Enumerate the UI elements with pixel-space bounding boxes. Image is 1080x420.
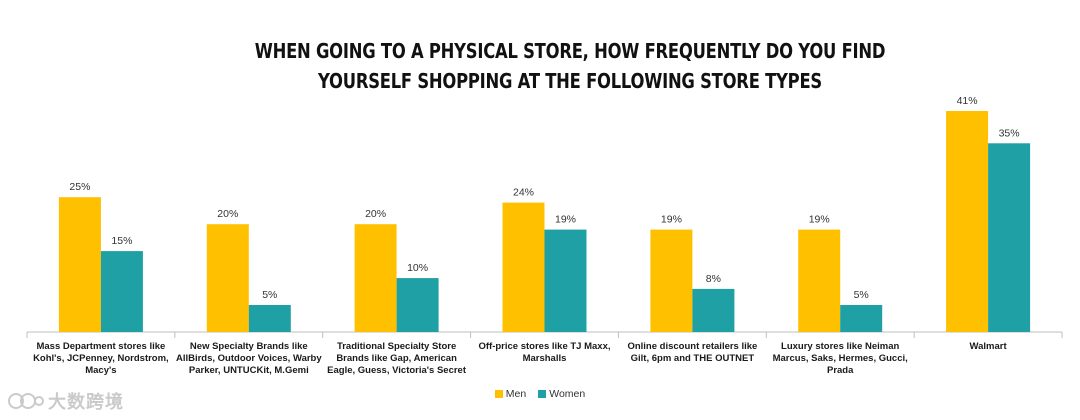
data-label-women-3: 19%	[555, 214, 576, 226]
bar-women-2	[396, 278, 439, 332]
bar-women-5	[840, 305, 883, 332]
bar-women-4	[692, 288, 735, 332]
data-label-men-3: 24%	[513, 187, 534, 199]
data-label-women-6: 35%	[999, 127, 1020, 139]
category-label-6: Walmart	[969, 341, 1007, 352]
category-label-0: Mass Department stores like Kohl's, JCPe…	[33, 341, 169, 376]
bar-men-4	[650, 229, 693, 332]
data-label-men-1: 20%	[217, 208, 238, 220]
data-label-men-5: 19%	[809, 214, 830, 226]
legend-swatch-men	[494, 390, 503, 398]
category-label-2: Traditional Specialty Store Brands like …	[327, 341, 467, 376]
data-label-women-0: 15%	[111, 235, 132, 247]
legend: Men Women	[0, 388, 1080, 400]
bar-women-6	[988, 143, 1031, 332]
bar-men-5	[798, 229, 841, 332]
category-label-3: Off-price stores like TJ Maxx, Marshalls	[478, 341, 611, 364]
bar-men-0	[58, 197, 101, 332]
category-label-1: New Specialty Brands like AllBirds, Outd…	[175, 341, 322, 376]
legend-swatch-women	[538, 390, 547, 398]
bar-men-2	[354, 224, 397, 332]
bar-men-3	[502, 202, 545, 332]
watermark: 大数跨境	[8, 388, 124, 414]
watermark-text: 大数跨境	[48, 392, 124, 412]
bar-women-1	[248, 305, 291, 332]
chart-title: WHEN GOING TO A PHYSICAL STORE, HOW FREQ…	[254, 39, 886, 93]
data-label-women-2: 10%	[407, 262, 428, 274]
watermark-logo-icon	[8, 393, 44, 409]
category-label-4: Online discount retailers like Gilt, 6pm…	[627, 341, 758, 364]
data-label-women-4: 8%	[706, 273, 721, 285]
legend-item-women: Women	[538, 388, 585, 400]
bar-men-6	[946, 111, 989, 332]
category-label-5: Luxury stores like Neiman Marcus, Saks, …	[772, 341, 908, 376]
legend-label-women: Women	[549, 388, 586, 400]
bar-men-1	[206, 224, 249, 332]
data-label-men-0: 25%	[69, 181, 90, 193]
data-label-women-5: 5%	[854, 289, 869, 301]
bar-women-0	[100, 251, 143, 332]
data-label-women-1: 5%	[262, 289, 277, 301]
data-label-men-4: 19%	[661, 214, 682, 226]
data-label-men-6: 41%	[957, 95, 978, 107]
bar-women-3	[544, 229, 587, 332]
data-label-men-2: 20%	[365, 208, 386, 220]
legend-item-men: Men	[494, 388, 527, 400]
legend-label-men: Men	[505, 388, 527, 400]
